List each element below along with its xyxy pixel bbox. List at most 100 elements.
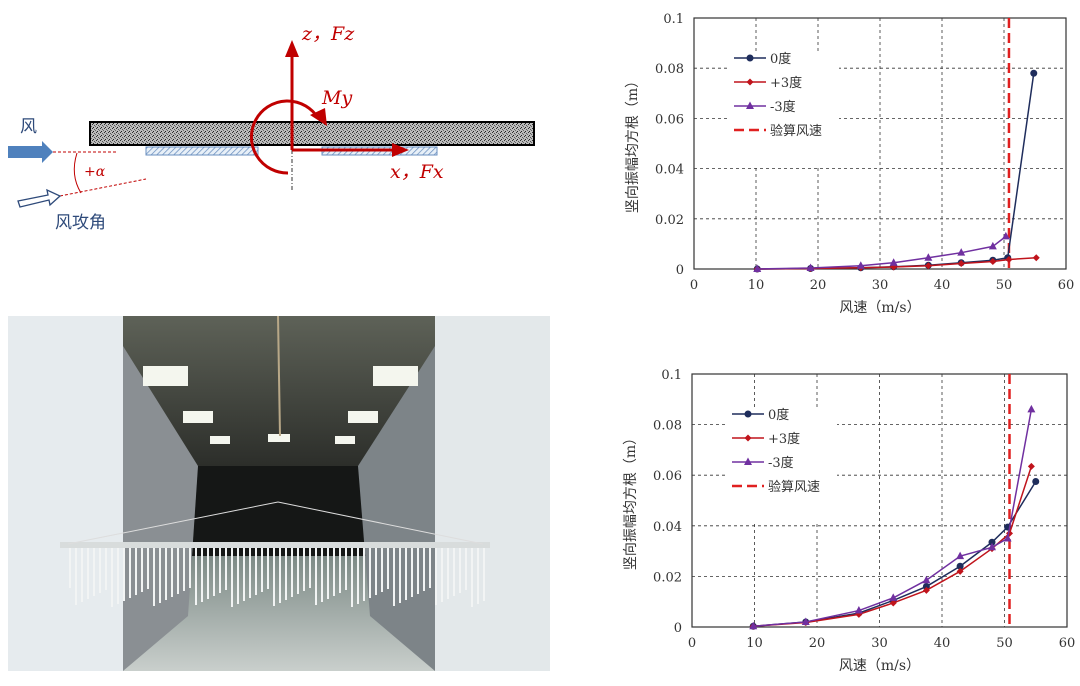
data-point [957, 259, 965, 267]
data-point [988, 538, 996, 546]
data-point [924, 262, 932, 270]
data-point [988, 542, 996, 551]
x-tick-label: 60 [1059, 636, 1076, 651]
data-point [1001, 231, 1010, 240]
legend-marker [746, 54, 754, 62]
x-axis-label: 风速（m/s） [839, 658, 920, 674]
legend-marker [746, 78, 754, 86]
data-point [988, 241, 997, 250]
attack-direction-line [59, 178, 147, 197]
x-tick-label: 20 [810, 278, 827, 293]
legend-label: +3度 [770, 75, 802, 91]
plot-frame [691, 373, 1068, 628]
legend-label: 0度 [770, 51, 791, 67]
force-diagram: z，Fz x，Fx My 风 +α 风攻角 [8, 23, 535, 233]
x-axis-label: 风速（m/s） [839, 300, 920, 316]
data-point [856, 261, 865, 269]
data-point [1006, 529, 1013, 537]
legend-label: -3度 [768, 455, 794, 471]
y-tick-label: 0.02 [655, 213, 684, 228]
x-tick-label: 0 [688, 636, 696, 651]
data-point [854, 606, 863, 614]
bridge-model-deck [60, 542, 490, 548]
chart-top: 0 10 20 30 40 50 60 0 0.02 0.04 0.06 0.08 0.1 0度 +3度 -3… [625, 12, 1075, 316]
x-arrowhead-icon [392, 143, 409, 157]
legend-marker [744, 410, 752, 418]
y-tick-label: 0.06 [655, 112, 684, 127]
z-arrowhead-icon [285, 40, 299, 57]
y-tick-label: 0.08 [653, 419, 682, 434]
y-tick-label: 0 [676, 263, 684, 278]
data-point [1027, 404, 1036, 413]
data-point [1027, 462, 1035, 470]
x-tick-label: 10 [746, 636, 763, 651]
wind-tunnel-photo [8, 316, 550, 671]
chart-bottom: 0 10 20 30 40 50 60 0 0.02 0.04 0.06 0.08 0.1 0度 +3度 -3… [623, 368, 1076, 674]
data-point [889, 258, 898, 266]
x-label: x，Fx [390, 161, 444, 183]
angle-arc [73, 152, 82, 194]
attack-angle-label: 风攻角 [55, 213, 106, 233]
x-tick-label: 10 [748, 278, 765, 293]
x-tick-label: 60 [1058, 278, 1075, 293]
data-point [801, 617, 810, 625]
data-point [1032, 478, 1040, 486]
data-point [956, 567, 964, 575]
series-line-2 [757, 235, 1007, 270]
legend-marker [744, 457, 752, 465]
legend-background [729, 53, 839, 168]
data-point [989, 257, 997, 265]
x-tick-label: 30 [872, 278, 889, 293]
moment-arc [249, 99, 320, 175]
x-tick-label: 50 [996, 278, 1013, 293]
y-axis-label: 竖向振幅均方根（m） [623, 431, 639, 570]
y-tick-label: 0 [674, 621, 682, 636]
data-point [855, 610, 863, 618]
legend-label: 0度 [768, 407, 789, 423]
data-point [956, 551, 965, 560]
data-point [889, 599, 897, 607]
data-point [957, 248, 966, 256]
x-tick-label: 20 [809, 636, 826, 651]
z-label: z，Fz [301, 23, 355, 45]
y-tick-label: 0.02 [653, 570, 682, 585]
legend-label: -3度 [770, 99, 796, 115]
y-axis-label: 竖向振幅均方根（m） [625, 74, 641, 213]
data-point [922, 575, 931, 584]
x-tick-label: 40 [934, 278, 951, 293]
x-tick-label: 0 [690, 278, 698, 293]
y-tick-label: 0.1 [661, 368, 682, 383]
moment-label: My [321, 87, 352, 109]
y-tick-label: 0.04 [653, 520, 682, 535]
y-tick-label: 0.1 [663, 12, 684, 27]
legend-label: +3度 [768, 431, 800, 447]
data-point [1005, 255, 1013, 263]
x-tick-label: 40 [934, 636, 951, 651]
data-point [1030, 69, 1038, 77]
data-point [749, 621, 758, 630]
data-point [889, 593, 898, 601]
y-tick-label: 0.08 [655, 62, 684, 77]
data-point [1003, 533, 1012, 542]
plot-frame [693, 17, 1067, 270]
legend-marker [744, 434, 752, 442]
x-tick-label: 50 [996, 636, 1013, 651]
wind-arrow-icon [8, 141, 53, 163]
data-point [922, 583, 930, 591]
data-point [924, 253, 933, 261]
data-point [806, 263, 815, 271]
angle-label: +α [84, 164, 106, 180]
x-tick-label: 30 [871, 636, 888, 651]
y-tick-label: 0.04 [655, 163, 684, 178]
legend-label: 验算风速 [770, 123, 822, 139]
y-tick-label: 0.06 [653, 469, 682, 484]
moment-arrowhead-icon [310, 108, 327, 126]
data-point [1032, 254, 1040, 262]
wind-label: 风 [20, 117, 37, 137]
data-point [753, 264, 762, 272]
deck-strip-left [145, 146, 259, 156]
legend-label: 验算风速 [768, 479, 820, 495]
bridge-deck [89, 121, 535, 146]
data-point [956, 562, 964, 570]
legend-marker [746, 101, 754, 109]
